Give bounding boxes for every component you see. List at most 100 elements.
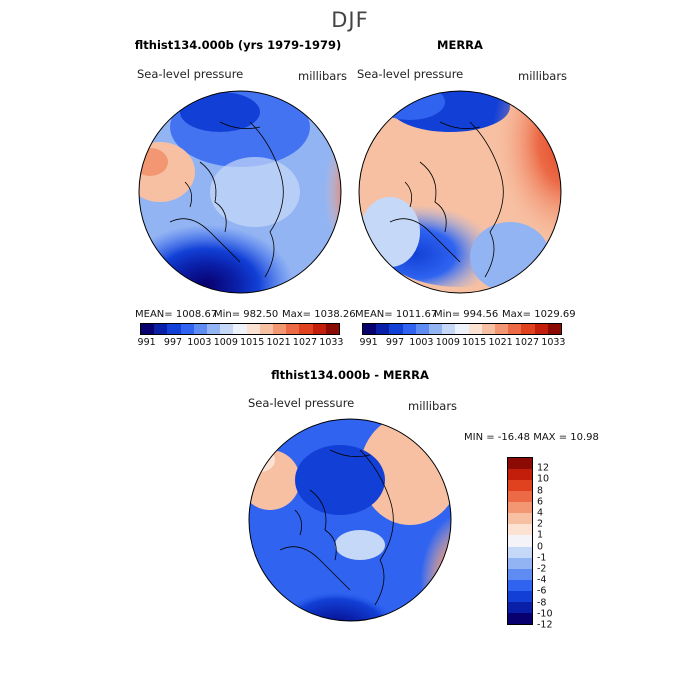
colorbar-swatch xyxy=(508,524,532,536)
colorbar-swatch xyxy=(429,324,443,334)
colorbar-swatch xyxy=(415,324,430,334)
panel2-variable: Sea-level pressure xyxy=(357,67,464,81)
colorbar-tick-label: 1027 xyxy=(514,337,540,348)
colorbar-swatch xyxy=(508,324,522,334)
diff-colorbar-ticks: 12 10 8 6 4 2 1 0 -1 -2 -4 -6 -8 -10 -12 xyxy=(537,457,577,631)
panel1-min: Min= 982.50 xyxy=(214,309,279,320)
colorbar-tick-label: 1033 xyxy=(319,337,344,348)
colorbar-swatch xyxy=(286,324,300,334)
panel1-max: Max= 1038.26 xyxy=(282,309,356,320)
colorbar-swatch xyxy=(233,324,247,334)
colorbar-swatch xyxy=(167,324,181,334)
colorbar-tick-label: -4 xyxy=(537,574,547,586)
colorbar-swatch xyxy=(299,324,313,334)
season-title: DJF xyxy=(331,8,369,32)
diff-map xyxy=(248,418,452,622)
colorbar-tick-label: -6 xyxy=(537,585,547,597)
colorbar-tick-label: 1009 xyxy=(435,337,460,348)
panel2-colorbar-ticks: 991 997 1003 1009 1015 1021 1027 1033 xyxy=(359,337,566,349)
colorbar-swatch xyxy=(508,612,532,624)
colorbar-tick-label: 12 xyxy=(537,462,550,474)
colorbar-swatch xyxy=(389,324,403,334)
colorbar-tick-label: 1003 xyxy=(187,337,212,348)
colorbar-tick-label: -8 xyxy=(537,597,547,609)
colorbar-swatch xyxy=(508,579,532,591)
colorbar-tick-label: 1015 xyxy=(462,337,487,348)
colorbar-swatch xyxy=(220,324,234,334)
diff-minmax: MIN = -16.48 MAX = 10.98 xyxy=(464,432,599,443)
panel1-colorbar-ticks: 991 997 1003 1009 1015 1021 1027 1033 xyxy=(137,337,344,349)
panel1-title: flthist134.000b (yrs 1979-1979) xyxy=(134,38,342,52)
colorbar-swatch xyxy=(402,324,416,334)
colorbar-swatch xyxy=(508,601,532,613)
colorbar-swatch xyxy=(141,324,155,334)
panel1-map xyxy=(138,90,342,294)
colorbar-swatch xyxy=(376,324,390,334)
colorbar-swatch xyxy=(207,324,221,334)
panel2-min: Min= 994.56 xyxy=(434,309,499,320)
colorbar-swatch xyxy=(508,458,532,470)
colorbar-swatch xyxy=(508,502,532,514)
panel1-units: millibars xyxy=(298,69,348,83)
diff-title: flthist134.000b - MERRA xyxy=(271,368,429,382)
colorbar-tick-label: 10 xyxy=(537,473,550,485)
panel1-mean: MEAN= 1008.67 xyxy=(135,309,218,320)
colorbar-swatch xyxy=(508,535,532,547)
colorbar-swatch xyxy=(325,324,340,334)
colorbar-swatch xyxy=(154,324,168,334)
colorbar-swatch xyxy=(180,324,194,334)
colorbar-swatch xyxy=(508,469,532,481)
colorbar-swatch xyxy=(508,480,532,492)
panel2-map xyxy=(358,90,562,294)
panel1-variable: Sea-level pressure xyxy=(137,67,244,81)
panel2-max: Max= 1029.69 xyxy=(502,309,576,320)
colorbar-tick-label: 991 xyxy=(137,337,156,348)
colorbar-tick-label: 1033 xyxy=(541,337,566,348)
colorbar-swatch xyxy=(508,568,532,580)
colorbar-swatch xyxy=(495,324,509,334)
colorbar-swatch xyxy=(508,557,532,569)
diff-variable: Sea-level pressure xyxy=(248,396,355,410)
colorbar-tick-label: 0 xyxy=(537,541,544,553)
colorbar-tick-label: 991 xyxy=(359,337,378,348)
colorbar-tick-label: 1021 xyxy=(266,337,291,348)
colorbar-swatch xyxy=(259,324,274,334)
colorbar-tick-label: -2 xyxy=(537,563,547,575)
diff-colorbar xyxy=(507,457,533,625)
colorbar-swatch xyxy=(193,324,208,334)
colorbar-swatch xyxy=(246,324,260,334)
colorbar-swatch xyxy=(521,324,535,334)
colorbar-swatch xyxy=(468,324,482,334)
colorbar-tick-label: 1003 xyxy=(409,337,434,348)
colorbar-swatch xyxy=(363,324,377,334)
colorbar-tick-label: 1027 xyxy=(292,337,318,348)
colorbar-tick-label: -1 xyxy=(537,552,547,564)
panel1-colorbar xyxy=(140,323,340,335)
colorbar-tick-label: 6 xyxy=(537,496,544,508)
colorbar-tick-label: 1015 xyxy=(240,337,265,348)
colorbar-tick-label: 2 xyxy=(537,518,544,530)
colorbar-tick-label: 997 xyxy=(163,337,183,348)
panel2-units: millibars xyxy=(518,69,568,83)
colorbar-swatch xyxy=(273,324,287,334)
colorbar-tick-label: 4 xyxy=(537,507,544,519)
colorbar-tick-label: 1 xyxy=(537,529,544,541)
colorbar-swatch xyxy=(508,513,532,525)
colorbar-tick-label: 1021 xyxy=(488,337,513,348)
colorbar-swatch xyxy=(508,590,532,602)
panel2-mean: MEAN= 1011.67 xyxy=(355,309,438,320)
panel2-title: MERRA xyxy=(437,38,483,52)
diff-units: millibars xyxy=(408,399,458,413)
colorbar-swatch xyxy=(455,324,469,334)
colorbar-swatch xyxy=(481,324,496,334)
colorbar-tick-label: 997 xyxy=(385,337,405,348)
colorbar-swatch xyxy=(547,324,562,334)
colorbar-swatch xyxy=(442,324,456,334)
panel2-colorbar xyxy=(362,323,562,335)
colorbar-swatch xyxy=(508,546,532,558)
colorbar-swatch xyxy=(534,324,548,334)
colorbar-tick-label: -12 xyxy=(537,619,553,631)
colorbar-tick-label: -10 xyxy=(537,608,553,620)
colorbar-tick-label: 8 xyxy=(537,485,544,497)
colorbar-swatch xyxy=(508,491,532,503)
